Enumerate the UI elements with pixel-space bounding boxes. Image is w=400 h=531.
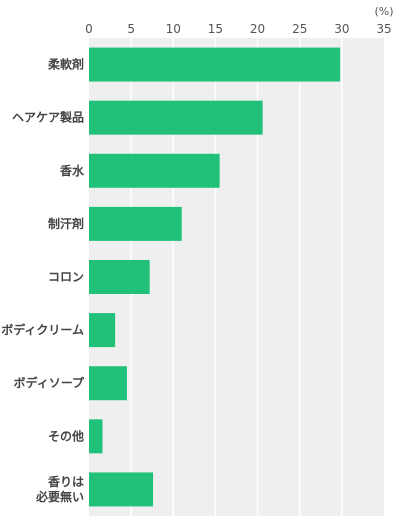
category-label: ボディクリーム — [1, 322, 84, 337]
bar — [89, 419, 103, 454]
bar — [89, 472, 154, 507]
bar — [89, 313, 116, 348]
bar — [89, 47, 341, 82]
x-tick-label: 0 — [85, 22, 93, 36]
x-tick-label: 25 — [292, 22, 307, 36]
category-label: 必要無い — [35, 489, 84, 504]
x-tick-labels: 0 5 10 15 20 25 30 35 — [85, 22, 391, 36]
x-tick-label: 30 — [334, 22, 349, 36]
x-tick-label: 35 — [376, 22, 391, 36]
category-label: ヘアケア製品 — [12, 110, 84, 125]
x-tick-label: 15 — [208, 22, 223, 36]
category-label: その他 — [48, 428, 84, 443]
category-label: 柔軟剤 — [47, 57, 84, 72]
x-tick-label: 20 — [250, 22, 265, 36]
bar — [89, 260, 150, 294]
bars — [89, 47, 341, 507]
bar — [89, 206, 182, 241]
category-label: 香水 — [59, 163, 85, 178]
category-label: 制汗剤 — [48, 216, 84, 231]
x-tick-label: 5 — [127, 22, 135, 36]
category-label: コロン — [48, 270, 84, 284]
bar — [89, 153, 220, 188]
category-label: ボディソープ — [14, 375, 85, 390]
category-label: 香りは — [47, 474, 84, 489]
x-tick-label: 10 — [166, 22, 181, 36]
unit-label: (%) — [374, 5, 393, 18]
bar — [89, 100, 263, 135]
bar — [89, 366, 127, 401]
